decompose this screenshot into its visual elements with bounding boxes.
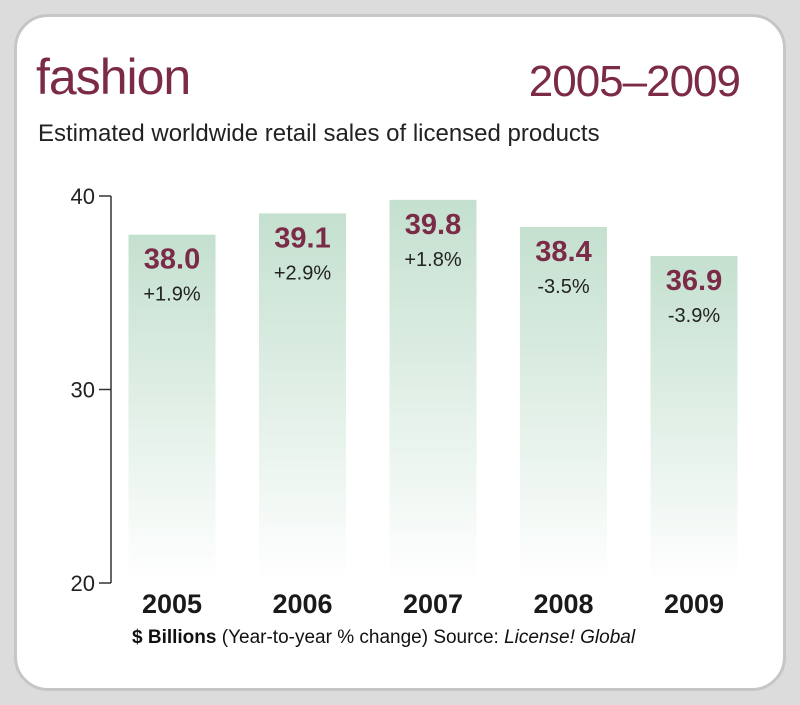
x-tick-label: 2006 xyxy=(272,589,332,619)
x-tick-label: 2009 xyxy=(664,589,724,619)
y-tick-label: 40 xyxy=(71,184,95,209)
change-label: +1.8% xyxy=(404,249,461,271)
change-label: -3.5% xyxy=(537,276,589,298)
y-tick-label: 20 xyxy=(71,571,95,596)
value-label: 36.9 xyxy=(666,265,722,297)
value-label: 39.8 xyxy=(405,209,461,241)
bar-2007 xyxy=(389,199,477,583)
change-label: +2.9% xyxy=(274,262,331,284)
bar-2009 xyxy=(650,255,738,584)
footnote-text: (Year-to-year % change) Source: xyxy=(216,627,505,648)
value-label: 38.0 xyxy=(144,244,200,276)
x-tick-label: 2008 xyxy=(533,589,593,619)
units-label: $ Billions xyxy=(132,627,217,648)
source-name: License! Global xyxy=(504,627,636,648)
date-range: 2005–2009 xyxy=(528,57,741,106)
bar-2005 xyxy=(128,234,216,583)
chart-title: fashion xyxy=(36,49,191,105)
value-label: 39.1 xyxy=(274,222,330,254)
x-tick-label: 2005 xyxy=(142,589,202,619)
y-tick-label: 30 xyxy=(71,378,95,403)
bar-2006 xyxy=(259,213,346,584)
change-label: +1.9% xyxy=(143,284,200,306)
chart-footnote: $ Billions (Year-to-year % change) Sourc… xyxy=(132,628,635,647)
bar-2008 xyxy=(520,226,607,583)
chart-subtitle: Estimated worldwide retail sales of lice… xyxy=(38,120,600,147)
value-label: 38.4 xyxy=(535,236,591,268)
change-label: -3.9% xyxy=(668,305,720,327)
x-tick-label: 2007 xyxy=(403,589,463,619)
